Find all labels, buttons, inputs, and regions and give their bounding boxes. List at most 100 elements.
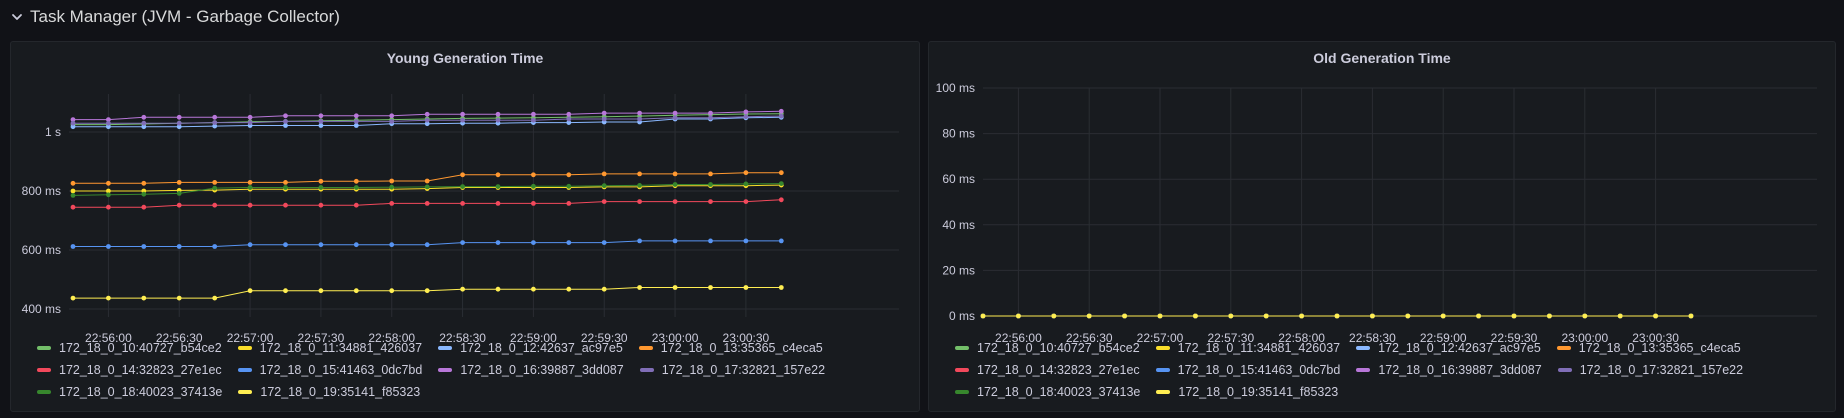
data-point (566, 240, 572, 246)
data-point (778, 113, 784, 119)
data-point (318, 119, 324, 124)
data-point (318, 113, 324, 119)
legend-item[interactable]: 172_18_0_15:41463_0dc7bd (1155, 363, 1340, 377)
y-tick-label: 100 ms (936, 81, 975, 95)
legend-swatch (37, 346, 51, 350)
legend-item[interactable]: 172_18_0_16:39887_3dd087 (438, 363, 624, 377)
data-point (318, 178, 324, 184)
data-point (318, 288, 324, 294)
data-point (980, 313, 986, 319)
legend-item[interactable]: 172_18_0_19:35141_f85323 (238, 385, 420, 399)
legend-swatch (1356, 346, 1371, 350)
legend-item[interactable]: 172_18_0_17:32821_157e22 (639, 363, 825, 377)
data-point (1440, 313, 1446, 319)
data-point (637, 171, 642, 177)
x-tick-label: 22:59:30 (581, 331, 628, 345)
data-point (424, 242, 430, 248)
data-point (247, 202, 253, 208)
data-point (495, 240, 501, 246)
data-point (672, 182, 678, 187)
data-point (247, 114, 253, 120)
legend-swatch (639, 368, 654, 372)
data-point (283, 185, 288, 190)
data-point (353, 178, 359, 184)
data-point (283, 123, 288, 128)
series-172_18_0_19:35141_f85323 (70, 285, 784, 301)
legend-item[interactable]: 172_18_0_18:40023_37413e (37, 385, 222, 399)
data-point (460, 172, 465, 178)
data-point (601, 171, 607, 177)
data-point (106, 124, 111, 130)
y-tick-label: 40 ms (942, 218, 975, 232)
data-point (106, 120, 111, 126)
panel-old-generation-time[interactable]: Old Generation Time 0 ms 20 ms 40 ms 60 ms 8… (928, 41, 1836, 412)
legend-label: 172_18_0_10:40727_b54ce2 (977, 341, 1140, 355)
legend-label: 172_18_0_14:32823_27e1ec (977, 363, 1140, 377)
legend-swatch (1156, 390, 1171, 394)
data-point (1476, 313, 1481, 319)
legend-item[interactable]: 172_18_0_19:35141_f85323 (1156, 385, 1338, 399)
data-point (318, 242, 324, 248)
data-point (778, 285, 784, 290)
data-point (1193, 313, 1198, 319)
legend-swatch (955, 390, 969, 394)
legend-label: 172_18_0_12:42637_ac97e5 (1378, 341, 1541, 355)
legend-item[interactable]: 172_18_0_10:40727_b54ce2 (37, 341, 222, 355)
legend-item[interactable]: 172_18_0_13:35365_c4eca5 (638, 341, 823, 355)
data-point (176, 124, 182, 130)
legend-item[interactable]: 172_18_0_15:41463_0dc7bd (237, 363, 422, 377)
data-point (318, 123, 324, 128)
data-point (566, 183, 572, 189)
data-point (672, 110, 678, 116)
data-point (141, 124, 147, 130)
legend-item[interactable]: 172_18_0_11:34881_426037 (237, 341, 422, 355)
legend-item[interactable]: 172_18_0_14:32823_27e1ec (955, 363, 1140, 377)
legend-swatch (1356, 368, 1371, 372)
data-point (283, 113, 288, 119)
data-point (141, 180, 147, 186)
legend-item[interactable]: 172_18_0_14:32823_27e1ec (37, 363, 222, 377)
x-tick-label: 22:57:00 (1137, 331, 1184, 345)
data-point (141, 295, 147, 301)
legend-label: 172_18_0_14:32823_27e1ec (59, 363, 222, 377)
data-point (424, 201, 430, 206)
data-point (778, 197, 784, 203)
data-point (531, 172, 536, 178)
data-point (212, 244, 218, 249)
data-point (141, 120, 147, 126)
legend-item[interactable]: 172_18_0_18:40023_37413e (955, 385, 1140, 399)
legend-item[interactable]: 172_18_0_17:32821_157e22 (1557, 363, 1743, 377)
data-point (1157, 313, 1163, 319)
x-tick-label: 22:57:30 (1207, 331, 1254, 345)
data-point (672, 285, 678, 290)
legend-item[interactable]: 172_18_0_12:42637_ac97e5 (1356, 341, 1541, 355)
data-point (743, 238, 749, 244)
data-point (176, 202, 182, 208)
row-collapse-toggle[interactable]: Task Manager (JVM - Garbage Collector) (10, 0, 340, 34)
data-point (1228, 313, 1234, 319)
legend-item[interactable]: 172_18_0_16:39887_3dd087 (1356, 363, 1542, 377)
data-point (743, 199, 749, 205)
data-point (637, 199, 642, 205)
data-point (353, 123, 359, 128)
legend-item[interactable]: 172_18_0_12:42637_ac97e5 (438, 341, 623, 355)
data-point (176, 191, 182, 196)
data-point (424, 111, 430, 117)
data-point (531, 183, 536, 189)
data-point (531, 201, 536, 206)
data-point (176, 114, 182, 120)
y-tick-label: 400 ms (22, 302, 61, 316)
chevron-down-icon (12, 14, 22, 20)
data-point (566, 201, 572, 206)
legend-swatch (438, 368, 453, 372)
data-point (743, 285, 749, 290)
data-point (601, 199, 607, 205)
data-point (637, 238, 642, 244)
panel-young-generation-time[interactable]: Young Generation Time 400 ms 600 ms 800 ms… (10, 41, 920, 412)
data-point (212, 114, 218, 120)
legend-item[interactable]: 172_18_0_13:35365_c4eca5 (1556, 341, 1741, 355)
legend-item[interactable]: 172_18_0_11:34881_426037 (1155, 341, 1340, 355)
data-point (106, 295, 111, 301)
row-title: Task Manager (JVM - Garbage Collector) (30, 7, 340, 26)
legend-item[interactable]: 172_18_0_10:40727_b54ce2 (955, 341, 1140, 355)
